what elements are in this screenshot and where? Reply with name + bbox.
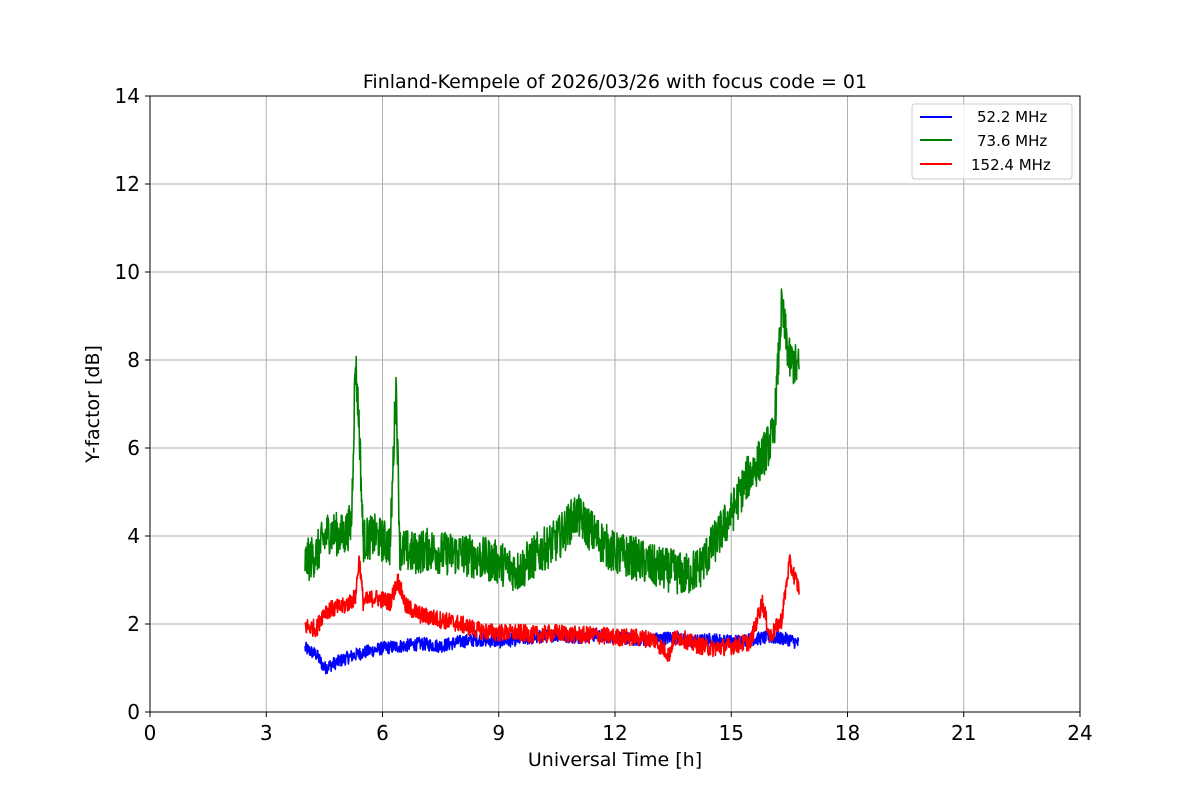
legend: 52.2 MHz 73.6 MHz 152.4 MHz [911, 103, 1073, 180]
y-axis-label: Y-factor [dB] [82, 345, 104, 464]
y-tick-label: 12 [115, 172, 140, 196]
x-tick-label: 6 [376, 721, 389, 745]
grid [149, 95, 1081, 713]
x-tick-label: 0 [144, 721, 157, 745]
series-layer [304, 288, 800, 675]
x-axis-label: Universal Time [h] [528, 749, 702, 771]
y-tick-label: 10 [115, 260, 140, 284]
y-tick-label: 6 [127, 436, 140, 460]
series-line-1 [304, 627, 800, 675]
chart-title: Finland-Kempele of 2026/03/26 with focus… [363, 71, 867, 93]
x-tick-label: 3 [260, 721, 273, 745]
series-line-2 [304, 288, 800, 595]
legend-label-152mhz: 152.4 MHz [971, 156, 1051, 174]
y-tick-label: 2 [127, 612, 140, 636]
legend-label-52mhz: 52.2 MHz [977, 108, 1047, 126]
x-tick-label: 15 [719, 721, 744, 745]
x-tick-label: 21 [951, 721, 976, 745]
x-tick-label: 18 [835, 721, 860, 745]
x-tick-label: 9 [492, 721, 505, 745]
y-tick-label: 4 [127, 524, 140, 548]
y-tick-label: 14 [115, 84, 140, 108]
x-tick-label: 24 [1067, 721, 1092, 745]
series-line-3 [304, 554, 800, 662]
y-tick-label: 0 [127, 700, 140, 724]
legend-box [911, 103, 1073, 180]
legend-label-73mhz: 73.6 MHz [977, 132, 1047, 150]
x-tick-label: 12 [602, 721, 627, 745]
y-tick-label: 8 [127, 348, 140, 372]
